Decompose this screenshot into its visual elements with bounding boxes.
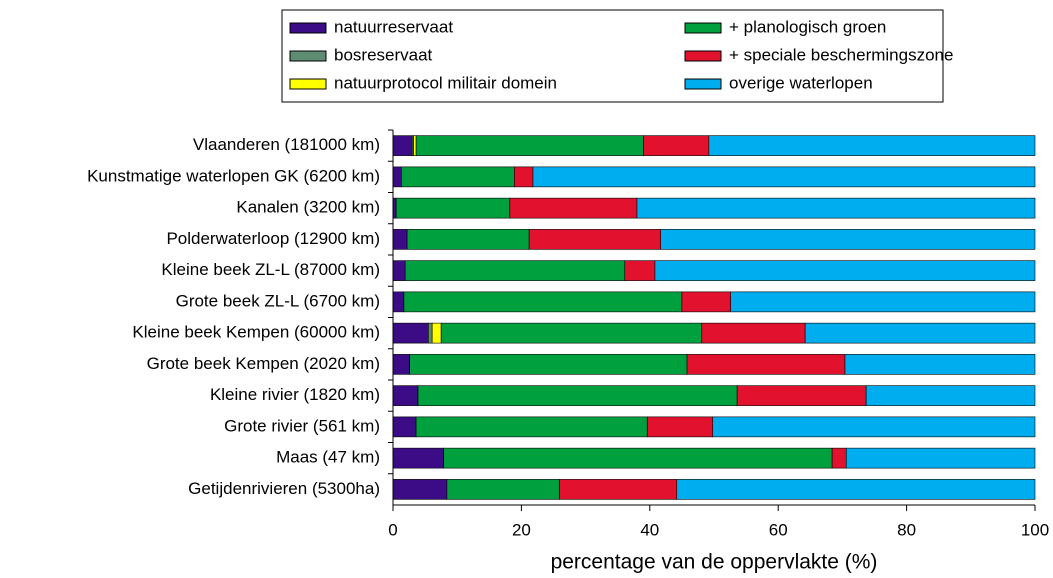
legend-label: + planologisch groen bbox=[729, 17, 886, 36]
bar-segment bbox=[681, 291, 731, 313]
y-tick-label: Grote beek Kempen (2020 km) bbox=[147, 354, 380, 373]
bar-segment bbox=[509, 197, 638, 219]
bar-segment bbox=[701, 322, 806, 344]
bar-segment bbox=[845, 447, 1036, 469]
bar-segment bbox=[392, 229, 408, 250]
y-tick-label: Vlaanderen (181000 km) bbox=[193, 135, 380, 154]
bar-segment bbox=[844, 354, 1036, 375]
x-tick-label: 80 bbox=[897, 520, 916, 539]
x-tick-label: 20 bbox=[512, 520, 531, 539]
y-tick-label: Kleine beek Kempen (60000 km) bbox=[132, 323, 380, 342]
y-tick-label: Kleine beek ZL-L (87000 km) bbox=[161, 260, 380, 279]
bar-segment bbox=[440, 322, 703, 344]
legend-label: + speciale beschermingszone bbox=[729, 45, 953, 64]
bar-segment bbox=[415, 416, 648, 438]
legend-swatch bbox=[684, 50, 722, 62]
bar-segment bbox=[413, 135, 417, 156]
x-axis-title: percentage van de oppervlakte (%) bbox=[551, 551, 878, 574]
bar-segment bbox=[406, 229, 530, 250]
legend-label: natuurreservaat bbox=[334, 17, 453, 36]
legend-swatch bbox=[289, 22, 327, 34]
y-tick-label: Kleine rivier (1820 km) bbox=[210, 385, 380, 404]
bar-segment bbox=[686, 354, 846, 375]
bar-segment bbox=[654, 260, 1036, 281]
bar-segment bbox=[558, 479, 678, 500]
bar-segment bbox=[708, 135, 1036, 156]
y-tick-label: Kunstmatige waterlopen GK (6200 km) bbox=[87, 166, 380, 185]
bar-segment bbox=[392, 385, 419, 406]
bar-segment bbox=[528, 229, 662, 250]
bar-segment bbox=[636, 197, 1036, 219]
bar-segment bbox=[676, 479, 1036, 500]
y-tick-label: Polderwaterloop (12900 km) bbox=[166, 229, 380, 248]
bar-segment bbox=[730, 291, 1036, 313]
y-tick-label: Getijdenrivieren (5300ha) bbox=[188, 479, 380, 498]
bar-segment bbox=[392, 166, 402, 188]
bar-segment bbox=[395, 197, 511, 219]
legend-label: bosreservaat bbox=[334, 45, 433, 64]
bar-segment bbox=[736, 385, 867, 406]
x-tick-label: 60 bbox=[769, 520, 788, 539]
y-tick-label: Kanalen (3200 km) bbox=[236, 198, 380, 217]
bar-segment bbox=[712, 416, 1036, 438]
bar-segment bbox=[624, 260, 656, 281]
legend-swatch bbox=[289, 78, 327, 90]
bar-segment bbox=[392, 260, 406, 281]
bar-segment bbox=[431, 322, 442, 344]
bar-segment bbox=[514, 166, 534, 188]
legend-swatch bbox=[684, 78, 722, 90]
y-tick-label: Maas (47 km) bbox=[276, 448, 380, 467]
x-tick-label: 0 bbox=[388, 520, 397, 539]
bar-segment bbox=[646, 416, 714, 438]
bar-segment bbox=[392, 447, 445, 469]
bar-segment bbox=[428, 322, 433, 344]
bar-segment bbox=[392, 135, 413, 156]
legend-box bbox=[281, 9, 944, 103]
bar-segment bbox=[403, 291, 683, 313]
bar-segment bbox=[409, 354, 688, 375]
bar-segment bbox=[831, 447, 847, 469]
bar-segment bbox=[443, 447, 833, 469]
bar-segment bbox=[446, 479, 560, 500]
bar-segment bbox=[392, 354, 410, 375]
bar-segment bbox=[532, 166, 1036, 188]
bar-segment bbox=[392, 479, 448, 500]
bar-segment bbox=[415, 135, 644, 156]
bar-segment bbox=[417, 385, 738, 406]
legend-swatch bbox=[289, 50, 327, 62]
y-tick-label: Grote beek ZL-L (6700 km) bbox=[176, 291, 380, 310]
bar-segment bbox=[392, 291, 405, 313]
x-tick-label: 40 bbox=[640, 520, 659, 539]
x-tick-label: 100 bbox=[1021, 520, 1049, 539]
bar-segment bbox=[643, 135, 710, 156]
bar-segment bbox=[660, 229, 1036, 250]
bar-segment bbox=[401, 166, 515, 188]
y-tick-label: Grote rivier (561 km) bbox=[224, 416, 380, 435]
bar-segment bbox=[804, 322, 1036, 344]
bar-segment bbox=[392, 416, 417, 438]
bar-segment bbox=[392, 322, 429, 344]
legend-label: natuurprotocol militair domein bbox=[334, 73, 557, 92]
legend-swatch bbox=[684, 22, 722, 34]
bar-segment bbox=[404, 260, 626, 281]
legend-label: overige waterlopen bbox=[729, 73, 873, 92]
bar-segment bbox=[865, 385, 1036, 406]
